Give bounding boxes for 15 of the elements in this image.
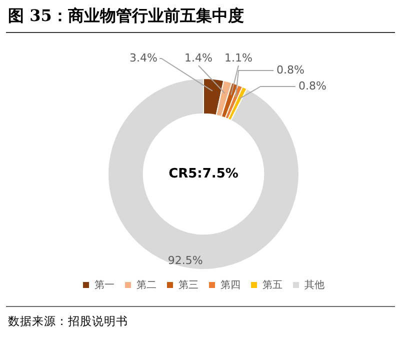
data-label: 0.8%: [298, 79, 326, 92]
chart-title: 图 35：商业物管行业前五集中度: [8, 6, 244, 27]
legend-label: 第五: [262, 278, 282, 291]
legend-label: 第三: [178, 278, 198, 291]
data-label: 0.8%: [276, 63, 304, 76]
data-label: 1.1%: [224, 51, 252, 64]
legend-label: 其他: [304, 278, 324, 291]
data-label: 3.4%: [130, 51, 158, 64]
legend-label: 第一: [94, 278, 114, 291]
text: CR5:7.5%: [168, 166, 238, 182]
source-note: 数据来源：招股说明书: [8, 314, 128, 329]
data-label: 92.5%: [168, 254, 203, 267]
legend-label: 第四: [220, 278, 240, 291]
legend-label: 第二: [136, 278, 156, 291]
data-label: 1.4%: [184, 51, 212, 64]
